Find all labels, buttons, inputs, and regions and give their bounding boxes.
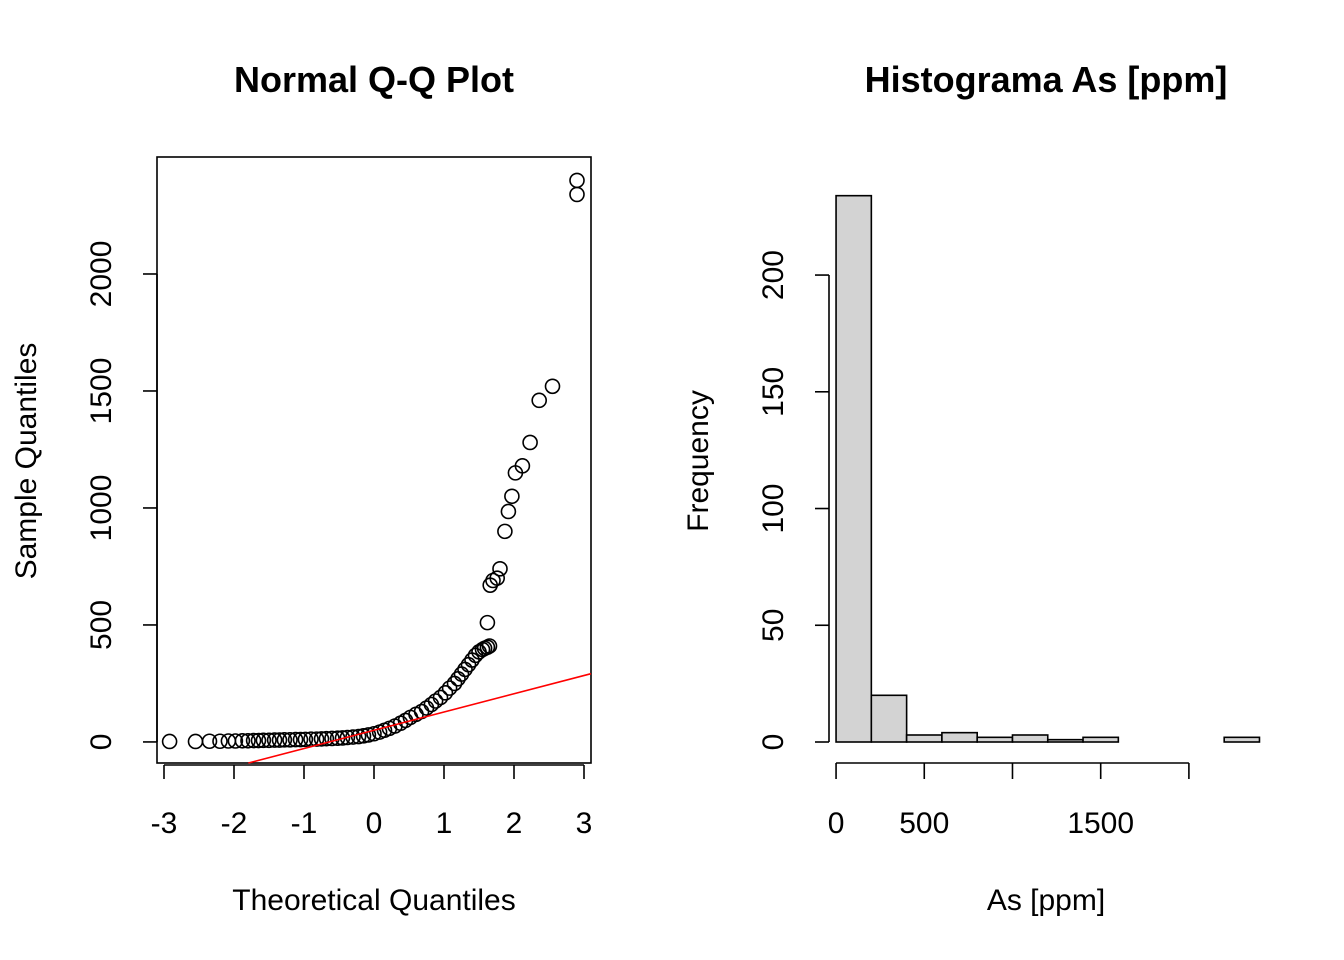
- qq-point: [489, 570, 506, 586]
- hist-y-tick-label: 200: [757, 250, 790, 300]
- qq-point: [261, 732, 277, 749]
- qq-point: [276, 732, 293, 748]
- qq-point: [427, 693, 444, 709]
- qq-x-tick-label: -2: [221, 807, 248, 840]
- hist-title: Histograma As [ppm]: [865, 59, 1228, 100]
- hist-bar: [870, 694, 908, 743]
- qq-x-tick-label: 1: [436, 807, 453, 840]
- qq-point: [423, 696, 440, 713]
- hist-bar: [1223, 736, 1261, 743]
- qq-point: [492, 560, 508, 577]
- hist-bar: [1046, 738, 1084, 743]
- qq-point: [292, 731, 309, 748]
- qq-point: [450, 670, 466, 687]
- qq-point: [313, 731, 330, 747]
- hist-bar: [1082, 736, 1120, 743]
- qq-points: [161, 172, 585, 750]
- qq-point: [227, 733, 244, 749]
- qq-point: [234, 732, 251, 749]
- qq-point: [522, 434, 538, 451]
- hist-bar: [905, 734, 943, 743]
- qq-point: [282, 732, 298, 748]
- qq-point: [481, 638, 498, 654]
- hist-x-tick-label: 500: [899, 807, 949, 840]
- qq-point: [308, 731, 325, 747]
- hist-y-axis: 0 50 100 150 200: [757, 250, 830, 751]
- qq-point: [418, 700, 435, 716]
- qq-plot-panel: Normal Q-Q Plot Theoretical Quantiles Sa…: [10, 59, 592, 917]
- qq-y-tick-label: 1000: [85, 475, 118, 542]
- qq-point: [339, 729, 356, 746]
- qq-point: [460, 656, 477, 673]
- hist-bars: [835, 194, 1261, 743]
- qq-point: [240, 732, 256, 749]
- qq-point: [504, 488, 520, 505]
- hist-bar: [976, 736, 1014, 743]
- qq-point: [531, 392, 548, 409]
- qq-point: [271, 732, 288, 748]
- qq-y-tick-label: 500: [85, 600, 118, 650]
- qq-point: [479, 614, 496, 631]
- qq-x-axis: -3 -2 -1 0 1 2 3: [151, 764, 593, 840]
- qq-y-tick-label: 2000: [85, 241, 118, 308]
- hist-bar: [1011, 734, 1049, 743]
- qq-x-tick-label: 2: [506, 807, 523, 840]
- hist-y-tick-label: 150: [757, 367, 790, 417]
- qq-x-tick-label: 0: [366, 807, 383, 840]
- qq-point: [266, 732, 283, 748]
- hist-ylabel: Frequency: [682, 390, 715, 532]
- qq-point: [334, 730, 351, 746]
- hist-y-tick-label: 100: [757, 483, 790, 533]
- qq-y-axis: 0 500 1000 1500 2000: [85, 241, 158, 751]
- qq-point: [453, 666, 470, 682]
- qq-point: [569, 172, 585, 189]
- qq-point: [360, 727, 377, 743]
- qq-point: [297, 731, 314, 748]
- qq-point: [569, 186, 585, 203]
- qq-point: [250, 732, 267, 749]
- qq-title: Normal Q-Q Plot: [234, 59, 514, 100]
- qq-point: [544, 378, 561, 395]
- qq-point: [324, 730, 340, 747]
- histogram-panel: Histograma As [ppm] As [ppm] Frequency 0…: [682, 59, 1261, 917]
- qq-point: [500, 503, 517, 520]
- qq-point: [437, 685, 454, 701]
- qq-point: [187, 733, 204, 750]
- hist-y-tick-label: 50: [757, 609, 790, 642]
- qq-point: [497, 523, 513, 540]
- qq-point: [514, 458, 531, 474]
- qq-x-tick-label: -3: [151, 807, 178, 840]
- qq-point: [161, 733, 178, 750]
- qq-y-tick-label: 0: [85, 734, 118, 751]
- qq-point: [245, 732, 262, 749]
- qq-point: [432, 689, 449, 706]
- qq-reference-line: [248, 672, 592, 764]
- qq-ylabel: Sample Quantiles: [10, 343, 43, 580]
- hist-x-tick-label: 0: [828, 807, 845, 840]
- qq-point: [201, 733, 218, 750]
- qq-y-tick-label: 1500: [85, 358, 118, 425]
- qq-point: [212, 733, 228, 750]
- qq-point: [457, 661, 473, 678]
- qq-point: [479, 639, 496, 655]
- hist-x-axis: 0 500 1500: [828, 762, 1190, 840]
- hist-x-tick-label: 1500: [1067, 807, 1134, 840]
- qq-x-tick-label: -1: [291, 807, 318, 840]
- hist-bar: [941, 731, 978, 743]
- qq-point: [255, 732, 272, 749]
- qq-point: [441, 680, 458, 696]
- hist-xlabel: As [ppm]: [987, 884, 1105, 917]
- qq-point: [318, 730, 335, 747]
- qq-xlabel: Theoretical Quantiles: [232, 884, 515, 917]
- hist-y-tick-label: 0: [757, 734, 790, 751]
- qq-x-tick-label: 3: [576, 807, 593, 840]
- qq-reference-line-group: [248, 672, 592, 764]
- qq-point: [287, 731, 304, 748]
- hist-bar: [835, 194, 873, 743]
